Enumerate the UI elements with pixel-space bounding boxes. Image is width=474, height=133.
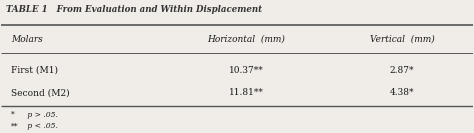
Text: TABLE 1   From Evaluation and Within Displacement: TABLE 1 From Evaluation and Within Displ… (6, 5, 262, 14)
Text: Vertical  (mm): Vertical (mm) (370, 35, 434, 44)
Text: 11.81**: 11.81** (229, 88, 264, 97)
Text: p > .05.: p > .05. (25, 111, 58, 119)
Text: 2.87*: 2.87* (390, 66, 414, 75)
Text: Molars: Molars (11, 35, 43, 44)
Text: 4.38*: 4.38* (390, 88, 414, 97)
Text: *: * (11, 111, 15, 119)
Text: Horizontal  (mm): Horizontal (mm) (208, 35, 285, 44)
Text: 10.37**: 10.37** (229, 66, 264, 75)
Text: First (M1): First (M1) (11, 66, 58, 75)
Text: p < .05.: p < .05. (25, 122, 58, 130)
Text: **: ** (11, 122, 18, 130)
Text: Second (M2): Second (M2) (11, 88, 69, 97)
